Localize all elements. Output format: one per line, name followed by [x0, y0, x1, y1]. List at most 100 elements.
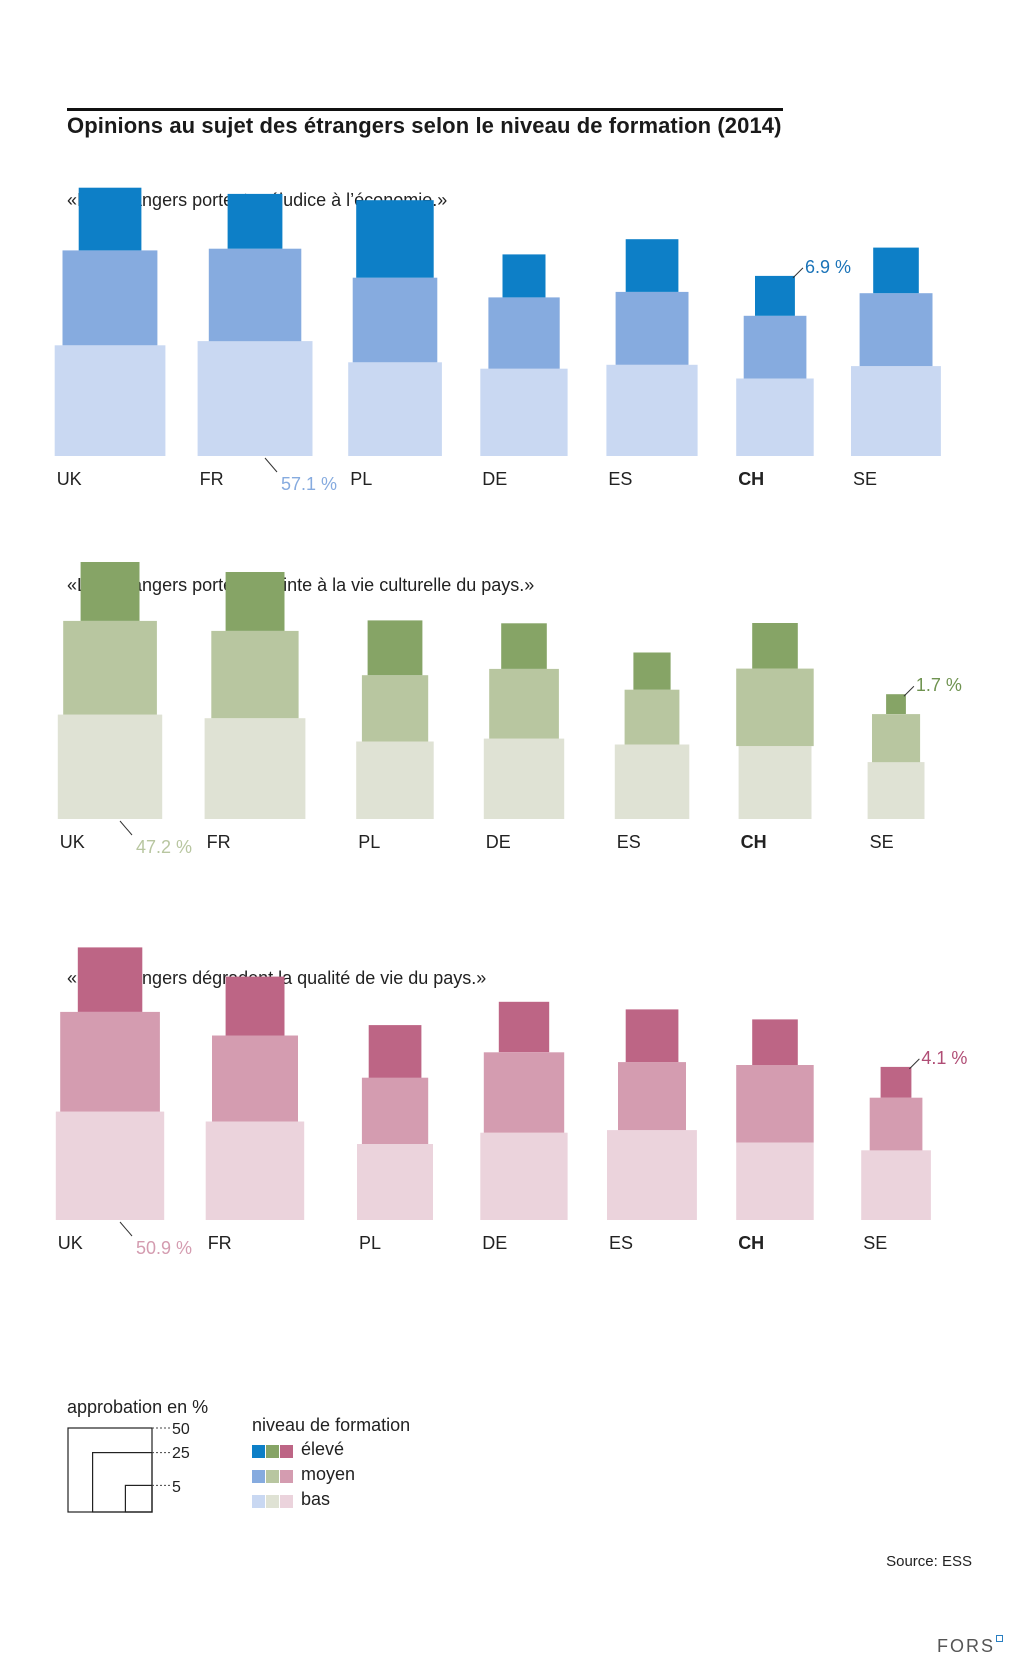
bar-de-moyen	[489, 668, 559, 739]
legend-swatch-2-2	[280, 1495, 293, 1508]
country-label-uk: UK	[57, 469, 82, 489]
bar-de-moyen	[488, 297, 560, 369]
annotation-value-se: 4.1 %	[921, 1048, 967, 1068]
country-label-uk: UK	[60, 832, 85, 852]
legend-square-25	[91, 1451, 153, 1513]
country-label-uk: UK	[58, 1233, 83, 1253]
country-label-se: SE	[863, 1233, 887, 1253]
bar-pl-bas	[348, 362, 442, 456]
bar-es-eleve	[633, 652, 671, 690]
bar-se-eleve	[873, 247, 919, 294]
bar-se-eleve	[880, 1066, 912, 1098]
bar-uk-eleve	[77, 947, 143, 1012]
bar-ch-eleve	[755, 275, 795, 316]
bar-se-bas	[851, 366, 941, 456]
legend-size-5: 5	[172, 1479, 181, 1496]
bar-uk-bas	[55, 1111, 165, 1220]
legend-swatch-1-2	[280, 1470, 293, 1483]
bar-de-eleve	[501, 623, 547, 669]
bar-uk-moyen	[63, 620, 157, 715]
country-label-pl: PL	[358, 832, 380, 852]
bar-uk-moyen	[60, 1011, 160, 1112]
bar-se-moyen	[869, 1097, 923, 1151]
bar-se-eleve	[886, 694, 906, 714]
bar-es-eleve	[625, 1009, 679, 1063]
annotation-value-uk: 47.2 %	[136, 837, 192, 857]
chart-title: Opinions au sujet des étrangers selon le…	[67, 113, 782, 138]
bar-pl-moyen	[361, 1077, 429, 1144]
country-label-fr: FR	[207, 832, 231, 852]
bar-pl-eleve	[356, 200, 434, 278]
legend-swatch-0-0	[252, 1445, 265, 1458]
bar-ch-bas	[736, 1142, 814, 1220]
legend-swatch-0-1	[266, 1445, 279, 1458]
country-label-es: ES	[609, 1233, 633, 1253]
brand-logo: FORS	[936, 1636, 995, 1656]
annotation-value-uk: 50.9 %	[136, 1238, 192, 1258]
chart-culture: UK FR PL DE ES CH SE 47.2 % 1.7 %	[57, 562, 962, 857]
legend-square-50	[67, 1427, 153, 1513]
bar-pl-eleve	[368, 1025, 422, 1078]
source-note: Source: ESS	[886, 1553, 972, 1570]
country-label-ch: CH	[741, 832, 767, 852]
bar-ch-eleve	[752, 1019, 798, 1065]
annotation-leader-fr	[264, 457, 278, 473]
bar-fr-moyen	[208, 248, 302, 342]
bar-es-eleve	[625, 239, 679, 292]
bar-de-bas	[480, 368, 568, 456]
bar-uk-bas	[54, 345, 166, 456]
legend-swatch-2-1	[266, 1495, 279, 1508]
bar-de-eleve	[498, 1001, 550, 1053]
bar-se-bas	[867, 762, 925, 819]
legend-square-5	[124, 1484, 153, 1513]
bar-es-bas	[606, 364, 698, 456]
chart-quality: UK FR PL DE ES CH SE 50.9 % 4.1 %	[55, 947, 967, 1258]
annotation-leader-uk	[119, 820, 133, 836]
bar-fr-moyen	[212, 1035, 298, 1122]
annotation-value-fr: 57.1 %	[281, 474, 337, 494]
bar-uk-moyen	[62, 250, 158, 346]
legend-level-label: moyen	[301, 1464, 356, 1484]
bar-de-bas	[480, 1132, 568, 1220]
annotation-value-ch: 6.9 %	[805, 257, 851, 277]
bar-es-moyen	[624, 689, 680, 745]
legend-level-label: élevé	[301, 1439, 345, 1459]
country-label-ch: CH	[738, 1233, 764, 1253]
country-label-fr: FR	[208, 1233, 232, 1253]
annotation-leader-se	[903, 685, 915, 697]
bar-fr-eleve	[227, 193, 283, 249]
bar-se-bas	[861, 1150, 931, 1220]
bar-pl-bas	[357, 1144, 433, 1220]
bar-uk-eleve	[78, 187, 142, 251]
title-rule	[67, 108, 783, 111]
country-label-fr: FR	[200, 469, 224, 489]
bar-de-eleve	[502, 254, 546, 298]
panel-title-culture: «Les étrangers portent atteinte à la vie…	[67, 575, 535, 595]
country-label-de: DE	[486, 832, 511, 852]
legend-size-50: 50	[172, 1421, 190, 1438]
country-label-se: SE	[870, 832, 894, 852]
bar-es-moyen	[618, 1062, 686, 1131]
bar-pl-eleve	[367, 620, 423, 676]
country-label-es: ES	[608, 469, 632, 489]
country-label-se: SE	[853, 469, 877, 489]
bar-de-bas	[483, 738, 565, 819]
bar-es-moyen	[615, 291, 689, 365]
bar-ch-moyen	[736, 1065, 814, 1143]
brand-dot-icon	[996, 1635, 1003, 1642]
bar-fr-bas	[197, 341, 313, 456]
legend-level-title: niveau de formation	[252, 1415, 411, 1435]
bar-fr-bas	[205, 1121, 305, 1220]
chart-economy: UK FR PL DE ES CH SE 57.1 % 6.9 %	[54, 187, 941, 494]
bar-pl-bas	[356, 741, 434, 819]
country-label-pl: PL	[350, 469, 372, 489]
country-label-pl: PL	[359, 1233, 381, 1253]
bar-fr-moyen	[211, 630, 299, 719]
country-label-de: DE	[482, 469, 507, 489]
bar-ch-bas	[736, 378, 814, 456]
bar-fr-eleve	[225, 976, 285, 1036]
bar-ch-bas	[738, 746, 812, 819]
legend-level-label: bas	[301, 1489, 331, 1509]
bar-uk-bas	[57, 714, 163, 819]
bar-pl-moyen	[361, 675, 429, 742]
